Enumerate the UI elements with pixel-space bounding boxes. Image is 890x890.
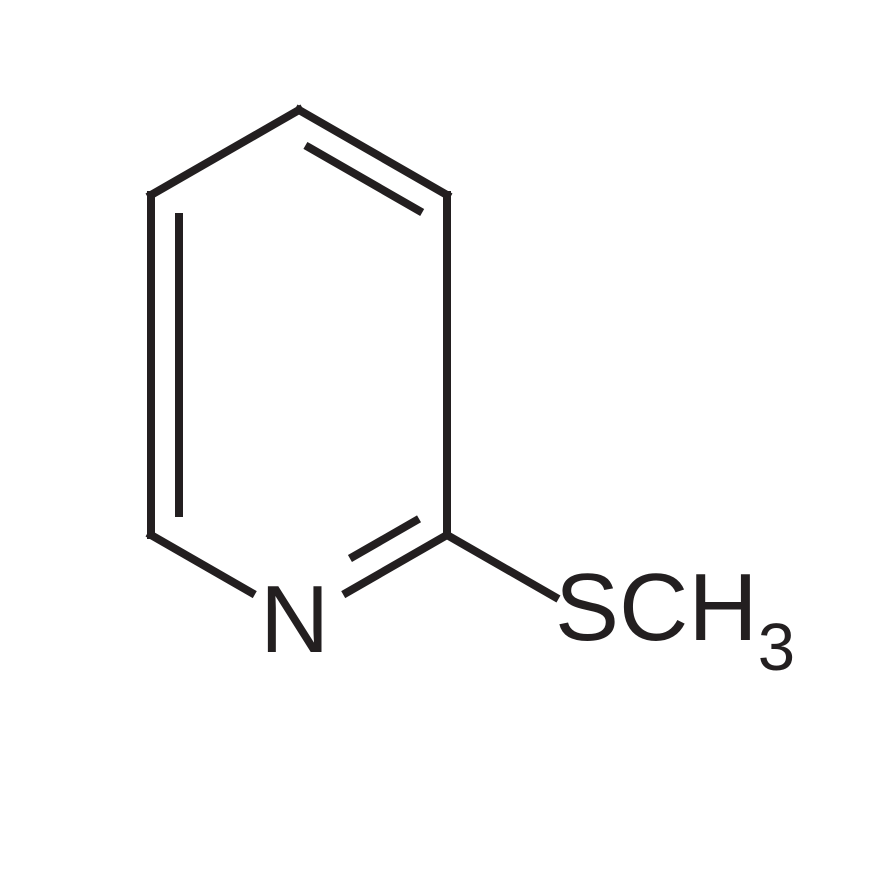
atom-label-nitrogen: N	[260, 572, 329, 668]
molecule-canvas: N SCH3	[0, 0, 890, 890]
atom-label-sch3: SCH3	[555, 560, 795, 671]
bond-layer	[0, 0, 890, 890]
